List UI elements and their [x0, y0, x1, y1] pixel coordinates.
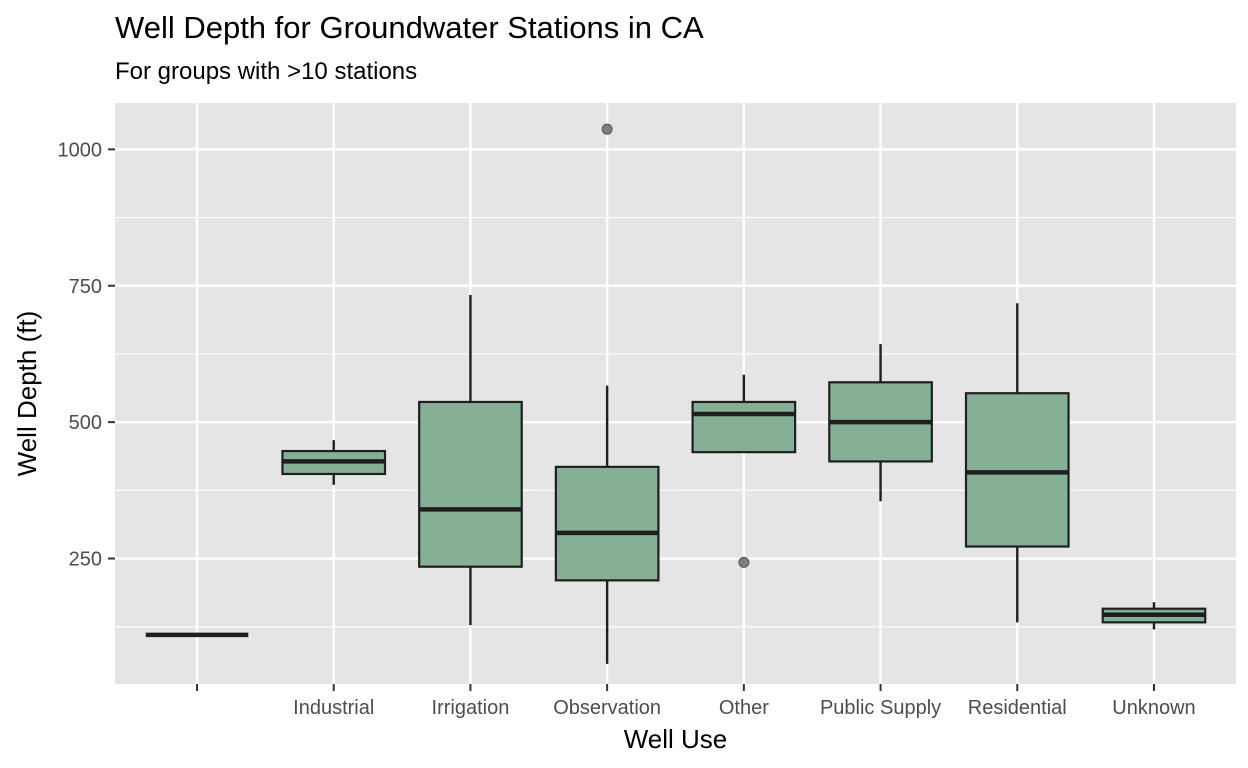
y-axis: 250 500 750 1000: [58, 139, 115, 571]
chart-title: Well Depth for Groundwater Stations in C…: [115, 10, 704, 45]
y-tick-label: 750: [69, 276, 102, 298]
x-tick-label: Other: [719, 697, 769, 719]
box-iqr: [418, 400, 523, 568]
box-group: [691, 374, 797, 568]
outlier-point: [601, 123, 613, 135]
box-group: [964, 303, 1070, 623]
box-group: [828, 344, 933, 502]
y-tick-label: 250: [69, 549, 102, 571]
major-gridlines: [115, 103, 1236, 684]
minor-gridlines: [115, 216, 1236, 628]
x-axis: Industrial Irrigation Observation Other Publ…: [196, 684, 1196, 719]
x-tick-label: Unknown: [1112, 697, 1195, 719]
y-axis-title: Well Depth (ft): [12, 311, 42, 477]
box-group: [554, 123, 660, 664]
y-tick-label: 500: [69, 412, 102, 434]
box-iqr: [554, 465, 660, 582]
box-series: [145, 123, 1207, 664]
x-tick-label: Irrigation: [432, 697, 510, 719]
x-tick-label: Residential: [968, 697, 1067, 719]
x-tick-label: Observation: [553, 697, 661, 719]
y-tick-label: 1000: [58, 139, 103, 161]
box-iqr: [964, 392, 1070, 548]
box-group: [1101, 602, 1207, 630]
box-iqr: [691, 400, 797, 454]
x-tick-label: Industrial: [293, 697, 374, 719]
chart-subtitle: For groups with >10 stations: [115, 58, 418, 85]
box-group: [281, 440, 387, 485]
outlier-point: [738, 556, 750, 568]
x-axis-title: Well Use: [624, 724, 728, 754]
box-group: [418, 295, 523, 626]
x-tick-label: Public Supply: [820, 697, 941, 719]
